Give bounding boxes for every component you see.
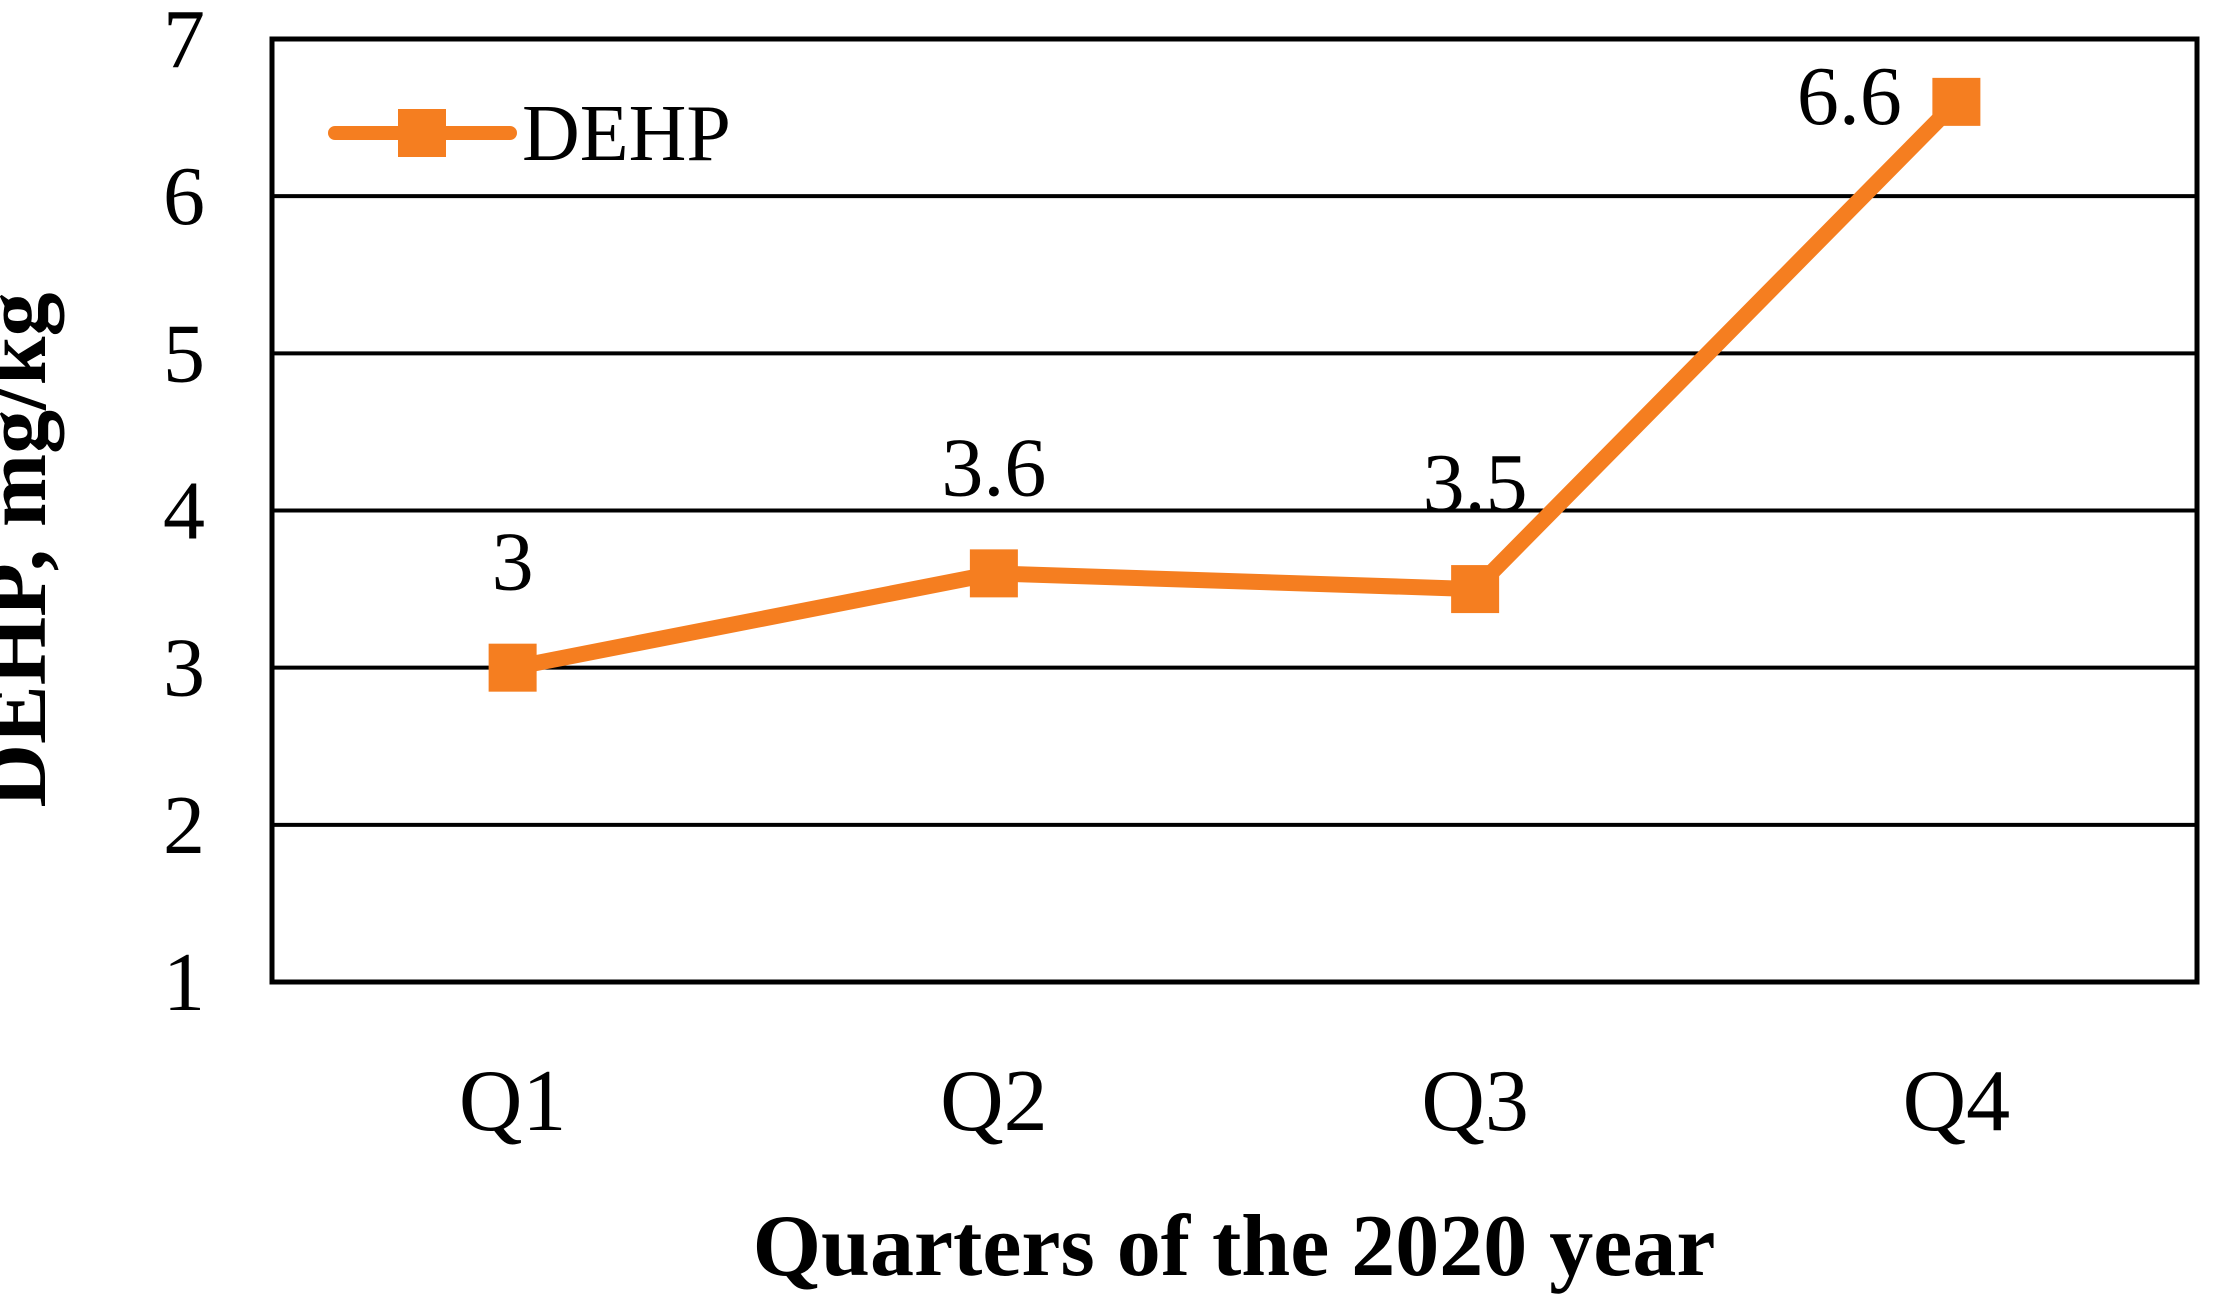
y-tick-label: 2 [163,779,205,872]
x-axis-title: Quarters of the 2020 year [753,1198,1716,1295]
y-tick-label: 3 [163,622,205,715]
data-label: 3.5 [1423,437,1528,530]
x-tick-label: Q3 [1421,1053,1529,1150]
legend-label: DEHP [522,90,731,178]
legend-marker-icon [398,109,446,157]
y-tick-label: 1 [163,936,205,1029]
x-tick-label: Q4 [1903,1053,2011,1150]
data-label: 3.6 [941,421,1046,514]
plot-border [269,36,2200,985]
data-point-marker [1932,77,1981,126]
data-label: 6.6 [1797,50,1902,143]
y-tick-label: 4 [163,465,205,558]
x-tick-label: Q1 [459,1053,567,1150]
data-point-marker [1451,565,1500,614]
y-tick-label: 7 [163,0,205,86]
y-axis-title: DEHP, mg/kg [0,292,65,807]
data-label: 3 [492,516,534,609]
data-line [511,96,1963,676]
data-point-marker [969,549,1018,598]
y-tick-label: 6 [163,150,205,243]
y-tick-label: 5 [163,307,205,400]
x-tick-label: Q2 [940,1053,1048,1150]
data-point-marker [488,643,537,692]
